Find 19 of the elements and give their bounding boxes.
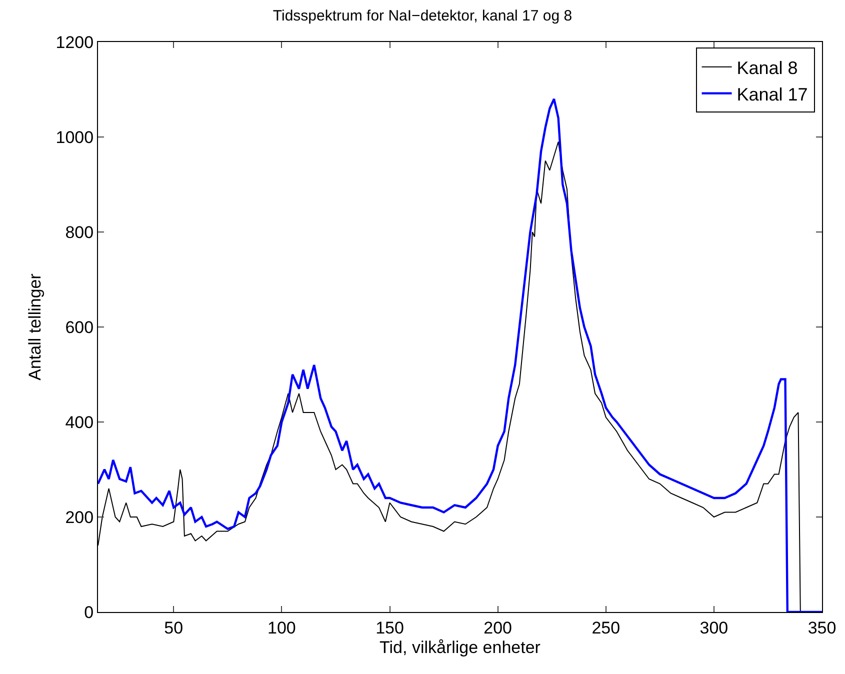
x-tick-label: 50: [164, 618, 184, 638]
x-tick-label: 250: [592, 618, 620, 638]
y-axis-title: Antall tellinger: [25, 273, 44, 380]
x-axis-title: Tid, vilkårlige enheter: [380, 638, 541, 657]
x-tick-label: 300: [700, 618, 728, 638]
y-tick-label: 200: [65, 508, 94, 527]
x-tick-label: 150: [376, 618, 404, 638]
y-tick-label: 1000: [56, 128, 94, 147]
x-tick-label: 100: [268, 618, 296, 638]
y-tick-label: 600: [65, 318, 94, 337]
y-tick-label: 800: [65, 222, 94, 242]
legend-label: Kanal 8: [736, 58, 798, 78]
legend-label: Kanal 17: [736, 84, 808, 104]
x-tick-label: 350: [808, 618, 836, 638]
y-tick-label: 400: [65, 412, 94, 432]
chart-title: Tidsspektrum for NaI−detektor, kanal 17 og 8: [272, 8, 572, 25]
y-tick-label: 1200: [56, 32, 94, 52]
y-tick-label: 0: [84, 602, 94, 622]
x-tick-label: 200: [484, 618, 512, 638]
